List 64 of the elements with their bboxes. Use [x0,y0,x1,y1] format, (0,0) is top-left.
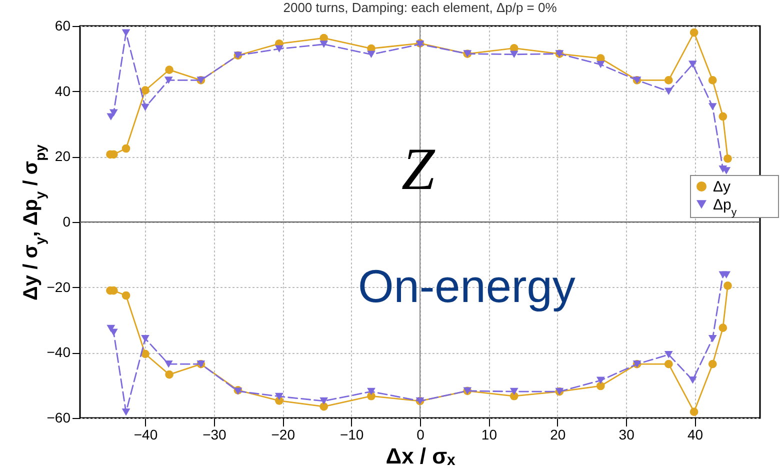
point [275,392,284,400]
point [664,76,673,84]
x-axis-title: Δx / σₓ [386,444,456,468]
point [122,144,130,153]
point [596,382,605,390]
x-tick-label: −10 [340,426,364,442]
point [722,271,731,279]
point [275,45,284,52]
x-tick-label: −20 [271,426,296,442]
y-tick-label: 40 [54,82,71,99]
y-tick-label: 0 [62,214,71,230]
point [122,408,130,416]
annotation: On-energy [358,260,576,312]
point [664,360,673,368]
point [690,28,698,37]
point [664,351,673,358]
point [596,376,605,384]
x-tick-label: 30 [618,426,635,442]
point [664,88,673,95]
legend-label: Δp$_{y}$ [713,196,738,218]
point [718,112,728,121]
y-tick-label: −40 [46,344,71,360]
point [141,86,150,95]
point [708,360,717,368]
point [320,402,328,411]
point [718,324,728,332]
x-tick-label: 40 [687,426,704,442]
point [724,154,732,163]
y-tick-label: 60 [54,18,71,34]
point [141,104,150,111]
x-tick-label: 0 [416,426,425,442]
point [510,50,518,58]
chart-title: 2000 turns, Damping: each element, Δp/p = 0% [283,0,558,15]
x-tick-label: −40 [134,426,158,442]
point [164,76,173,84]
point [141,350,150,358]
annotation: Z [401,136,436,202]
point [708,76,717,84]
point [688,60,697,68]
point [122,29,130,36]
point [510,388,518,396]
point [320,40,328,48]
x-tick-label: 10 [481,426,498,442]
point [596,60,605,68]
point [708,334,717,342]
point [165,370,174,379]
x-tick-label: 20 [550,426,566,442]
point [690,408,698,416]
point [708,103,717,110]
point [320,397,328,405]
y-tick-label: −20 [46,278,71,295]
point [122,291,130,300]
point [367,50,376,58]
x-tick-label: −30 [202,426,227,442]
point [688,376,697,384]
point [109,109,118,117]
point [367,388,376,396]
point [164,360,173,368]
point [141,334,150,342]
y-tick-label: −60 [46,410,71,426]
legend-label: Δy [713,178,732,196]
y-tick-label: 20 [54,148,71,164]
point [724,282,732,290]
point [165,66,174,74]
